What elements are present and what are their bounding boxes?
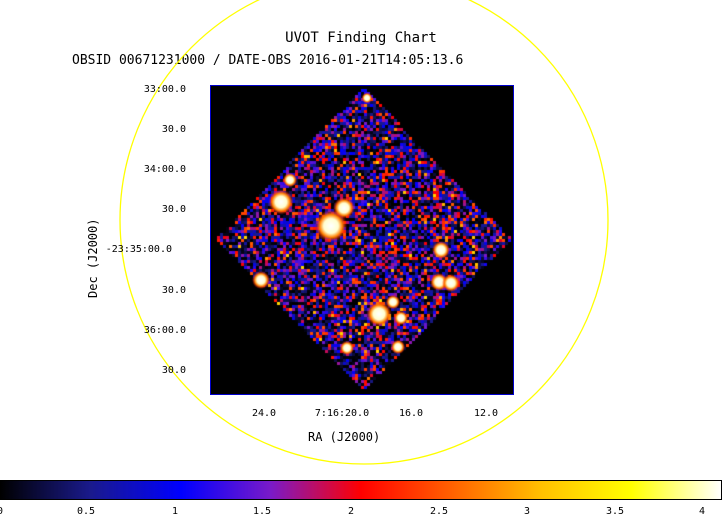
- colorbar-tick: 0: [0, 506, 20, 517]
- ra-tick: 12.0: [473, 408, 499, 419]
- dec-tick: 30.0: [161, 365, 186, 376]
- dec-tick: 36:00.0: [143, 325, 186, 336]
- colorbar: [0, 480, 722, 500]
- dec-tick: 30.0: [161, 285, 186, 296]
- ra-tick: 7:16:20.0: [314, 408, 370, 419]
- dec-tick: 30.0: [161, 204, 186, 215]
- chart-subtitle: OBSID 00671231000 / DATE-OBS 2016-01-21T…: [72, 53, 464, 68]
- colorbar-tick: 3.5: [605, 506, 625, 517]
- dec-tick: 33:00.0: [143, 84, 186, 95]
- ra-tick: 24.0: [251, 408, 277, 419]
- colorbar-tick: 1: [171, 506, 179, 517]
- sky-image-frame: [210, 85, 514, 395]
- colorbar-tick: 4: [698, 506, 706, 517]
- ra-tick: 16.0: [398, 408, 424, 419]
- colorbar-tick: 1.5: [252, 506, 272, 517]
- chart-title: UVOT Finding Chart: [285, 30, 437, 46]
- dec-tick: 30.0: [161, 124, 186, 135]
- colorbar-tick: 0.5: [76, 506, 96, 517]
- y-axis-label: Dec (J2000): [86, 218, 100, 298]
- dec-tick: -23:35:00.0: [105, 244, 172, 255]
- colorbar-tick: 2.5: [429, 506, 449, 517]
- sky-image: [211, 86, 513, 394]
- dec-tick: 34:00.0: [143, 164, 186, 175]
- x-axis-label: RA (J2000): [308, 430, 381, 444]
- colorbar-tick: 2: [347, 506, 355, 517]
- colorbar-tick: 3: [523, 506, 531, 517]
